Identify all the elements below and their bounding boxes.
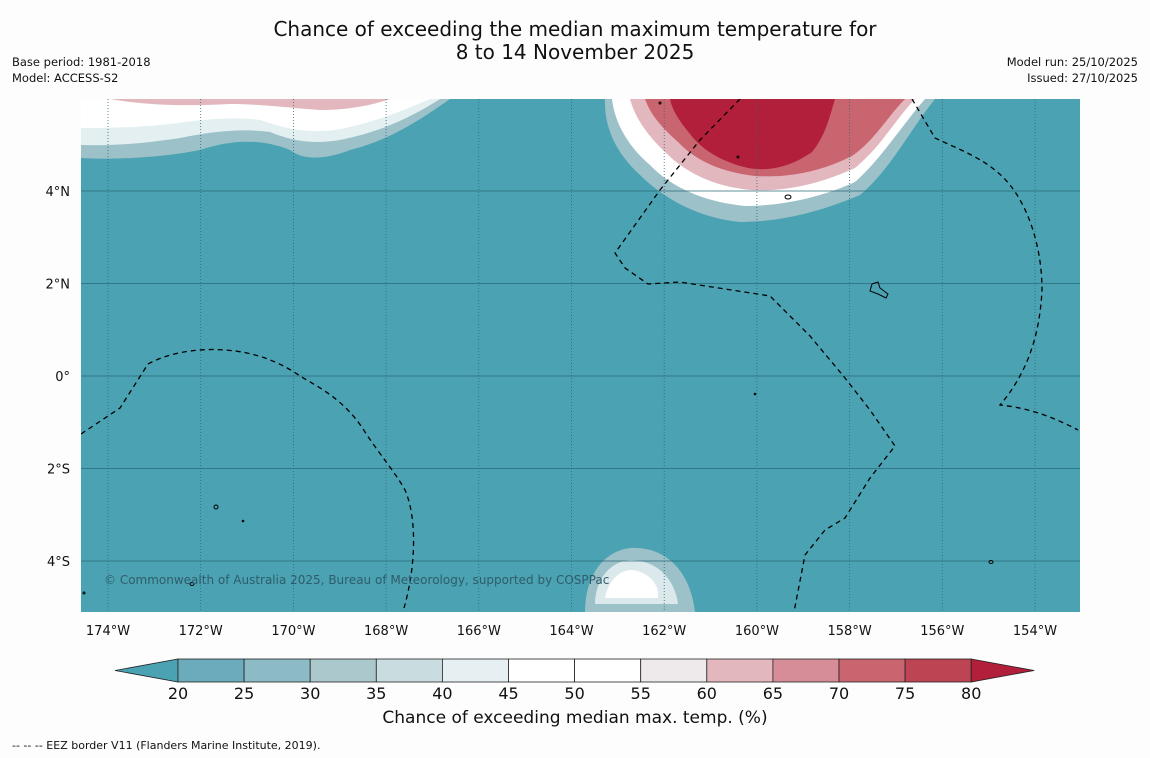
colorbar: 20 25 30 35 40 45 50 55 60 65 70 75 80 xyxy=(114,658,1035,703)
map-background xyxy=(81,99,1080,612)
map-gridlines xyxy=(81,99,1080,612)
eez-border-center xyxy=(614,99,896,612)
title-line-2: 8 to 14 November 2025 xyxy=(455,40,695,64)
colorbar-tick-label: 45 xyxy=(498,684,518,703)
island-dot-2 xyxy=(658,101,662,105)
lon-label: 156°W xyxy=(920,624,964,639)
island-near-blob xyxy=(784,194,792,200)
colorbar-tick-label: 65 xyxy=(763,684,783,703)
colorbar-bin xyxy=(375,658,443,683)
copyright-text: © Commonwealth of Australia 2025, Bureau… xyxy=(104,573,609,587)
colorbar-tick-label: 40 xyxy=(432,684,452,703)
colorbar-bin xyxy=(508,658,575,683)
island-southeast xyxy=(988,560,994,564)
colorbar-arrow-low xyxy=(114,658,179,683)
lat-label: 2°S xyxy=(47,463,70,478)
lat-label: 0° xyxy=(55,370,70,385)
colorbar-arrow-high xyxy=(970,658,1035,683)
island-dot-1 xyxy=(736,155,740,159)
eez-border-east xyxy=(911,99,1079,431)
colorbar-tick-label: 20 xyxy=(168,684,188,703)
model-run: Model run: 25/10/2025 xyxy=(1006,55,1138,69)
colorbar-tick-label: 55 xyxy=(631,684,651,703)
islands xyxy=(82,101,994,595)
colorbar-tick-label: 50 xyxy=(564,684,584,703)
latitude-labels: 4°N 2°N 0° 2°S 4°S xyxy=(46,185,71,570)
lon-label: 168°W xyxy=(364,624,408,639)
colorbar-bin xyxy=(309,658,377,683)
meta-right: Model run: 25/10/2025 Issued: 27/10/2025 xyxy=(1007,54,1138,86)
colorbar-tick-label: 80 xyxy=(961,684,981,703)
field-blob-top-center-80 xyxy=(670,99,835,170)
meta-left: Base period: 1981-2018 Model: ACCESS-S2 xyxy=(12,54,151,86)
colorbar-bin xyxy=(441,658,509,683)
colorbar-tick-label: 35 xyxy=(366,684,386,703)
colorbar-tick-label: 75 xyxy=(895,684,915,703)
field-patch-bottom-50 xyxy=(605,570,659,598)
colorbar-tick-label: 25 xyxy=(234,684,254,703)
model-name: Model: ACCESS-S2 xyxy=(12,71,119,85)
colorbar-bin xyxy=(904,658,972,683)
colorbar-bin xyxy=(772,658,840,683)
lon-label: 160°W xyxy=(735,624,779,639)
colorbar-bin xyxy=(574,658,642,683)
eez-border-west xyxy=(81,348,415,609)
lon-label: 170°W xyxy=(271,624,315,639)
lon-label: 154°W xyxy=(1013,624,1057,639)
lat-label: 4°N xyxy=(46,185,71,200)
island-southwest xyxy=(213,504,219,510)
island-dot-4 xyxy=(753,392,757,396)
lon-label: 172°W xyxy=(179,624,223,639)
lat-label: 2°N xyxy=(46,278,71,293)
lon-label: 166°W xyxy=(457,624,501,639)
longitude-labels: 174°W 172°W 170°W 168°W 166°W 164°W 162°W 160°W… xyxy=(86,624,1057,639)
lon-label: 174°W xyxy=(86,624,130,639)
lat-label: 4°S xyxy=(47,555,70,570)
colorbar-tick-label: 30 xyxy=(300,684,320,703)
colorbar-bin xyxy=(838,658,906,683)
colorbar-bin xyxy=(640,658,708,683)
island-kiritimati xyxy=(869,281,889,299)
eez-footnote: -- -- -- EEZ border V11 (Flanders Marine… xyxy=(12,739,321,752)
field-band-top-left-60 xyxy=(110,99,390,110)
island-south xyxy=(189,582,195,586)
colorbar-tick-label: 70 xyxy=(829,684,849,703)
colorbar-bin xyxy=(177,658,245,683)
base-period: Base period: 1981-2018 xyxy=(12,55,151,69)
island-dot-5 xyxy=(82,591,86,595)
eez-borders xyxy=(81,99,1079,612)
lon-label: 164°W xyxy=(549,624,593,639)
issued-date: Issued: 27/10/2025 xyxy=(1027,71,1138,85)
lon-label: 162°W xyxy=(642,624,686,639)
lon-label: 158°W xyxy=(828,624,872,639)
colorbar-bin xyxy=(706,658,774,683)
colorbar-bin xyxy=(243,658,311,683)
colorbar-title: Chance of exceeding median max. temp. (%… xyxy=(382,708,768,728)
title-line-1: Chance of exceeding the median maximum t… xyxy=(273,17,877,41)
colorbar-tick-label: 60 xyxy=(697,684,717,703)
chart-title: Chance of exceeding the median maximum t… xyxy=(0,18,1150,64)
island-dot-3 xyxy=(241,519,245,523)
